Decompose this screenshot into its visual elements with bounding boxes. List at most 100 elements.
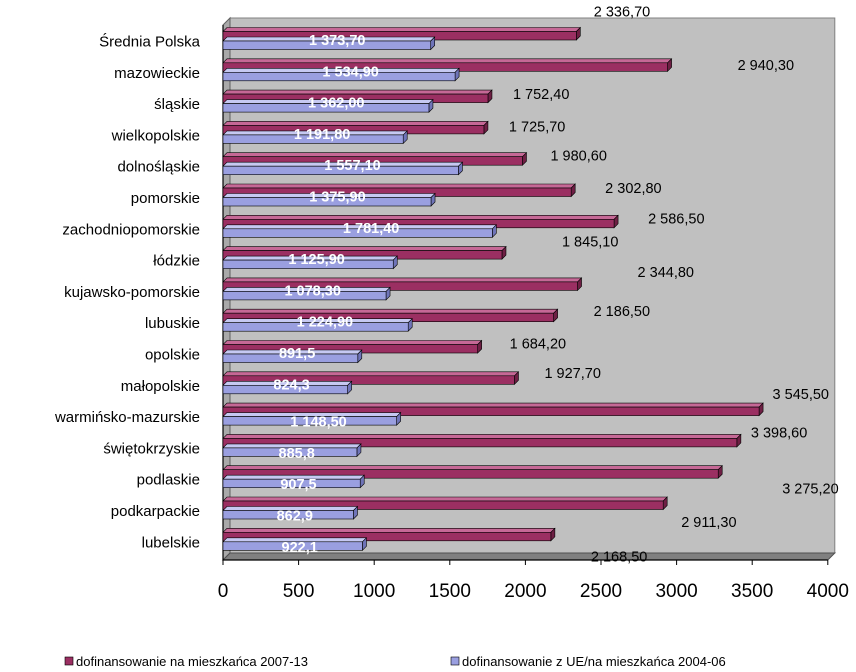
bar-2004-06 — [222, 353, 359, 363]
category-label: zachodniopomorskie — [62, 221, 200, 238]
value-label-2004-06: 824,3 — [273, 377, 309, 393]
value-label-2007-13: 2 168,50 — [591, 549, 647, 565]
value-label-2004-06: 1 534,90 — [322, 64, 378, 80]
category-label: lubelskie — [142, 534, 200, 551]
value-label-2004-06: 862,9 — [277, 509, 313, 525]
bar-2007-13-top — [222, 277, 583, 283]
x-tick-label: 3000 — [655, 581, 697, 602]
bar-2007-13 — [222, 469, 719, 479]
bar-2007-13 — [222, 500, 664, 510]
value-label-2007-13: 1 845,10 — [562, 235, 618, 251]
value-label-2007-13: 1 980,60 — [550, 149, 606, 165]
x-tick-label: 2500 — [580, 581, 622, 602]
bar-2004-06 — [222, 165, 459, 175]
bar-2004-06 — [222, 291, 387, 301]
bar-2007-13-top — [222, 58, 673, 64]
category-label: podkarpackie — [111, 503, 200, 520]
category-label: warmińsko-mazurskie — [54, 409, 200, 426]
value-label-2004-06: 891,5 — [279, 346, 315, 362]
value-label-2007-13: 2 911,30 — [681, 515, 736, 531]
value-label-2004-06: 1 373,70 — [309, 33, 365, 49]
value-label-2004-06: 1 125,90 — [288, 252, 344, 268]
legend-label-2007-13: dofinansowanie na mieszkańca 2007-13 — [76, 654, 308, 669]
bar-2004-06 — [222, 134, 404, 144]
bar-2004-06 — [222, 259, 394, 269]
category-label: mazowieckie — [114, 65, 200, 82]
category-label: łódzkie — [153, 253, 200, 270]
bar-2007-13 — [222, 375, 515, 385]
bar-2007-13 — [222, 438, 738, 448]
bar-2007-13 — [222, 281, 578, 291]
bar-2007-13 — [222, 531, 552, 542]
legend-swatch-2004-06 — [450, 656, 460, 666]
x-tick-label: 0 — [218, 581, 229, 602]
bar-2007-13-top — [222, 527, 556, 533]
category-label: opolskie — [145, 347, 200, 364]
category-label: kujawsko-pomorskie — [64, 284, 200, 301]
value-label-2007-13: 2 940,30 — [738, 58, 794, 74]
legend: dofinansowanie na mieszkańca 2007-13 dof… — [64, 654, 726, 669]
value-label-2007-13: 2 344,80 — [638, 265, 694, 281]
category-label: śląskie — [154, 96, 200, 113]
category-label: dolnośląskie — [117, 159, 200, 176]
bar-2007-13-top — [222, 215, 619, 220]
value-label-2004-06: 1 362,00 — [308, 96, 364, 112]
bar-2004-06 — [222, 478, 361, 489]
bar-2007-13-top — [222, 27, 582, 32]
category-label: podlaskie — [137, 472, 200, 489]
category-label: małopolskie — [121, 378, 200, 395]
bar-2007-13-top — [222, 246, 507, 251]
value-label-2007-13: 1 725,70 — [509, 119, 565, 135]
bar-2007-13-top — [222, 183, 576, 189]
category-label: pomorskie — [131, 190, 200, 207]
bar-2004-06 — [222, 384, 348, 395]
category-label: świętokrzyskie — [103, 440, 200, 457]
value-label-2007-13: 2 302,80 — [605, 181, 661, 197]
bar-2004-06 — [222, 322, 409, 332]
bar-2004-06 — [222, 228, 493, 238]
value-label-2007-13: 3 275,20 — [782, 482, 838, 498]
value-label-2004-06: 1 078,30 — [284, 283, 340, 299]
x-tick-label: 1000 — [353, 581, 395, 602]
bar-2007-13-top — [222, 340, 483, 345]
value-label-2007-13: 2 336,70 — [594, 5, 650, 21]
bar-2007-13-top — [222, 308, 559, 314]
bar-2004-06 — [222, 510, 354, 520]
bar-2007-13-top — [222, 402, 764, 408]
bar-2007-13-top — [222, 434, 742, 439]
x-tick-label: 4000 — [807, 581, 849, 602]
x-tick-label: 2000 — [504, 581, 546, 602]
value-label-2007-13: 2 586,50 — [648, 211, 704, 227]
bar-2007-13-top — [222, 496, 668, 502]
legend-label-2004-06: dofinansowanie z UE/na mieszkańca 2004-0… — [462, 654, 726, 669]
value-label-2007-13: 1 684,20 — [510, 337, 566, 353]
x-tick-label: 500 — [283, 581, 315, 602]
value-label-2007-13: 2 186,50 — [594, 304, 650, 320]
bar-2007-13-top — [222, 465, 723, 471]
value-label-2004-06: 1 191,80 — [294, 127, 350, 143]
bar-2004-06 — [222, 447, 358, 457]
value-label-2004-06: 1 557,10 — [324, 158, 380, 174]
bar-2007-13-top — [222, 371, 520, 377]
value-label-2004-06: 1 224,90 — [297, 315, 353, 331]
category-label: Średnia Polska — [99, 33, 201, 51]
bar-2004-06 — [222, 72, 456, 82]
value-label-2007-13: 3 545,50 — [773, 387, 829, 403]
value-label-2007-13: 3 398,60 — [751, 425, 807, 441]
bar-2007-13 — [222, 406, 760, 416]
x-tick-label: 1500 — [429, 581, 471, 602]
value-label-2004-06: 885,8 — [279, 446, 315, 462]
category-label: lubuskie — [145, 315, 200, 332]
bar-2007-13-top — [222, 152, 528, 157]
legend-swatch-2007-13 — [64, 656, 74, 666]
bar-2004-06 — [222, 416, 397, 426]
bar-2004-06 — [222, 40, 432, 50]
value-label-2004-06: 907,5 — [280, 477, 316, 493]
bar-2007-13-top — [222, 89, 493, 95]
value-label-2004-06: 1 781,40 — [343, 221, 399, 237]
bar-2007-13-top — [222, 121, 489, 126]
value-label-2004-06: 1 148,50 — [290, 415, 346, 431]
bar-2004-06 — [222, 103, 430, 113]
bar-2004-06 — [222, 541, 363, 551]
